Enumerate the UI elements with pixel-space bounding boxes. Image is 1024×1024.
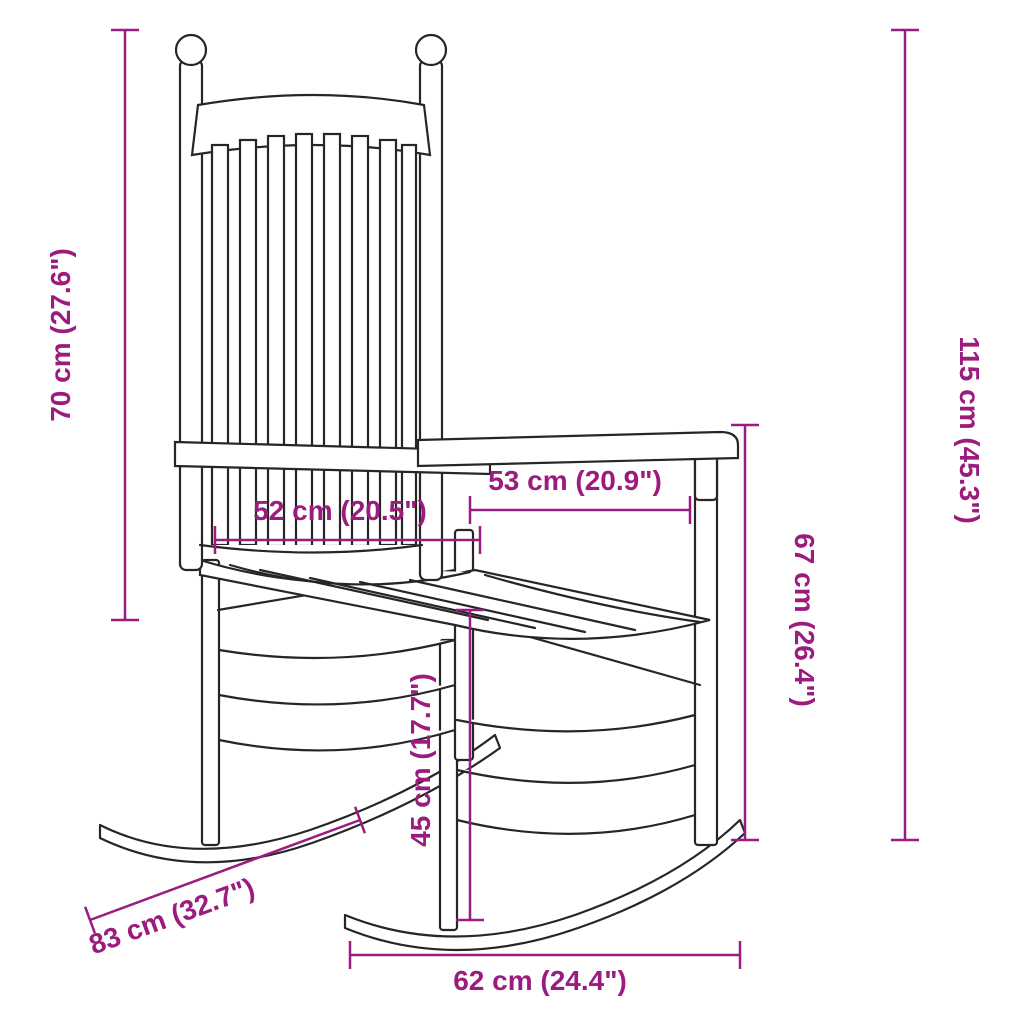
dimension-label: 62 cm (24.4"): [453, 965, 627, 996]
leg-rear-left: [202, 560, 219, 845]
dimension-label: 45 cm (17.7"): [405, 673, 436, 847]
dimension-label: 53 cm (20.9"): [488, 465, 662, 496]
dimension-label: 83 cm (32.7"): [85, 872, 259, 961]
dimension-label: 70 cm (27.6"): [45, 248, 76, 422]
dimension-label: 115 cm (45.3"): [954, 336, 985, 524]
back-slats: [212, 134, 416, 546]
back-lower-rail: [200, 545, 422, 553]
arm-right: [418, 432, 738, 466]
dimension-label: 67 cm (26.4"): [789, 533, 820, 707]
dimension-label: 52 cm (20.5"): [253, 495, 427, 526]
finial-left: [176, 35, 206, 65]
leg-front-right: [695, 445, 717, 845]
finial-right: [416, 35, 446, 65]
